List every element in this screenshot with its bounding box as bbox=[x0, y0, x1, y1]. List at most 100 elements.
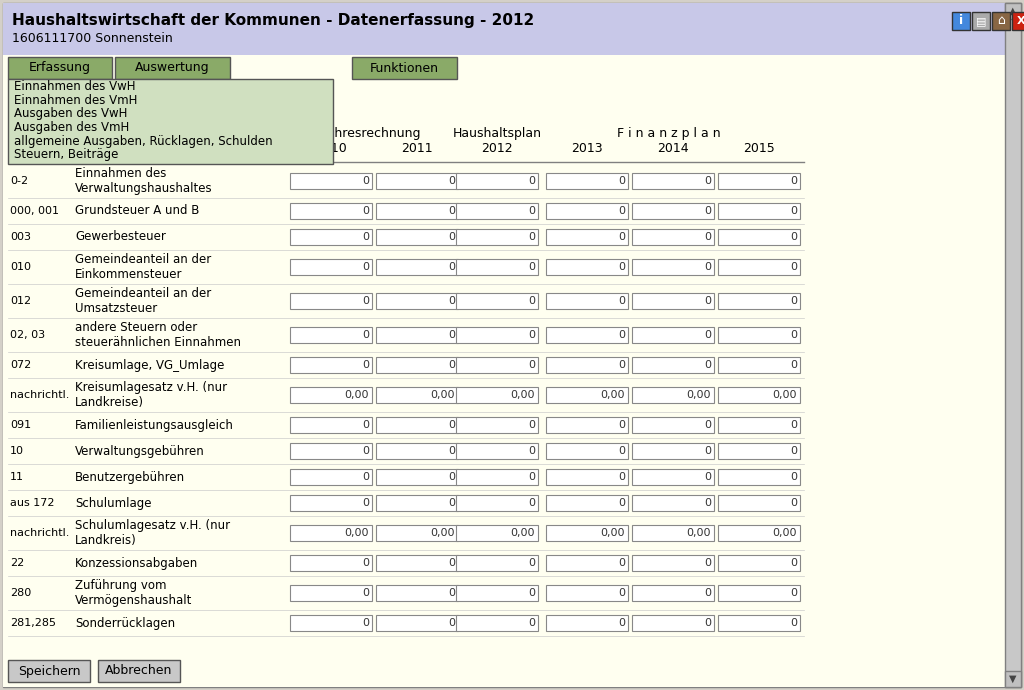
Text: 0: 0 bbox=[362, 446, 369, 456]
Text: 11: 11 bbox=[10, 472, 24, 482]
Text: 0: 0 bbox=[362, 176, 369, 186]
Text: Gewerbesteuer: Gewerbesteuer bbox=[75, 230, 166, 244]
Bar bbox=[376, 443, 458, 459]
Text: 0: 0 bbox=[618, 296, 625, 306]
Text: 2012: 2012 bbox=[481, 143, 513, 155]
Text: 0: 0 bbox=[449, 446, 455, 456]
Text: 0: 0 bbox=[362, 296, 369, 306]
Bar bbox=[546, 203, 628, 219]
Bar bbox=[718, 495, 800, 511]
Text: 0: 0 bbox=[790, 206, 797, 216]
Text: 0: 0 bbox=[362, 618, 369, 628]
Bar bbox=[718, 443, 800, 459]
Bar bbox=[376, 293, 458, 309]
Text: 1606111700 Sonnenstein: 1606111700 Sonnenstein bbox=[12, 32, 173, 44]
Bar bbox=[456, 357, 538, 373]
Bar bbox=[456, 615, 538, 631]
Bar bbox=[352, 57, 457, 79]
Text: 0: 0 bbox=[362, 588, 369, 598]
Text: 003: 003 bbox=[10, 232, 31, 242]
Text: 0: 0 bbox=[449, 176, 455, 186]
Text: Haushaltswirtschaft der Kommunen - Datenerfassung - 2012: Haushaltswirtschaft der Kommunen - Daten… bbox=[12, 12, 535, 28]
Text: 091: 091 bbox=[10, 420, 31, 430]
Text: 0,00: 0,00 bbox=[600, 528, 625, 538]
Text: andere Steuern oder
steuerähnlichen Einnahmen: andere Steuern oder steuerähnlichen Einn… bbox=[75, 321, 241, 349]
Text: 0: 0 bbox=[449, 206, 455, 216]
Text: 0: 0 bbox=[362, 360, 369, 370]
Bar bbox=[290, 615, 372, 631]
Text: 072: 072 bbox=[10, 360, 32, 370]
Bar bbox=[456, 203, 538, 219]
Text: 0: 0 bbox=[618, 262, 625, 272]
Text: 0: 0 bbox=[790, 360, 797, 370]
Text: 0: 0 bbox=[790, 446, 797, 456]
Bar bbox=[1005, 671, 1021, 687]
Text: Jahresrechnung: Jahresrechnung bbox=[324, 128, 421, 141]
Bar bbox=[718, 525, 800, 541]
Text: Abbrechen: Abbrechen bbox=[105, 664, 173, 678]
Text: 0: 0 bbox=[618, 498, 625, 508]
Text: 0: 0 bbox=[449, 420, 455, 430]
Text: 0: 0 bbox=[362, 232, 369, 242]
Bar bbox=[376, 555, 458, 571]
Text: 2011: 2011 bbox=[401, 143, 433, 155]
Text: Familienleistungsausgleich: Familienleistungsausgleich bbox=[75, 419, 233, 431]
Text: 0: 0 bbox=[790, 296, 797, 306]
Bar bbox=[376, 387, 458, 403]
Text: 02, 03: 02, 03 bbox=[10, 330, 45, 340]
Bar bbox=[456, 525, 538, 541]
Text: Einnahmen des VmH: Einnahmen des VmH bbox=[14, 94, 137, 107]
Text: Kreisumlagesatz v.H. (nur
Landkreise): Kreisumlagesatz v.H. (nur Landkreise) bbox=[75, 381, 227, 409]
Bar bbox=[376, 173, 458, 189]
Text: Ausgaben des VmH: Ausgaben des VmH bbox=[14, 121, 129, 134]
Text: 0: 0 bbox=[705, 420, 711, 430]
Bar bbox=[98, 660, 180, 682]
Text: 0: 0 bbox=[790, 232, 797, 242]
Bar bbox=[456, 387, 538, 403]
Bar bbox=[8, 660, 90, 682]
Bar bbox=[546, 443, 628, 459]
Bar bbox=[632, 417, 714, 433]
Text: 0: 0 bbox=[790, 498, 797, 508]
Text: 0: 0 bbox=[705, 446, 711, 456]
Bar bbox=[456, 229, 538, 245]
Text: 0: 0 bbox=[790, 330, 797, 340]
Bar bbox=[546, 555, 628, 571]
Bar bbox=[546, 357, 628, 373]
Text: 0: 0 bbox=[705, 176, 711, 186]
Text: 000, 001: 000, 001 bbox=[10, 206, 59, 216]
Text: 22: 22 bbox=[10, 558, 25, 568]
Bar bbox=[632, 615, 714, 631]
Text: 0: 0 bbox=[528, 558, 535, 568]
Text: Zuführung vom
Vermögenshaushalt: Zuführung vom Vermögenshaushalt bbox=[75, 579, 193, 607]
Text: 0: 0 bbox=[790, 420, 797, 430]
Bar bbox=[718, 203, 800, 219]
Bar bbox=[456, 443, 538, 459]
Bar bbox=[290, 387, 372, 403]
Bar bbox=[376, 495, 458, 511]
Text: 0: 0 bbox=[528, 176, 535, 186]
Text: 0: 0 bbox=[618, 206, 625, 216]
Text: 0: 0 bbox=[528, 588, 535, 598]
Text: nachrichtl.: nachrichtl. bbox=[10, 390, 70, 400]
Bar bbox=[632, 525, 714, 541]
Text: 0: 0 bbox=[705, 330, 711, 340]
Bar bbox=[546, 585, 628, 601]
Text: 0,00: 0,00 bbox=[344, 528, 369, 538]
Bar bbox=[456, 495, 538, 511]
Bar bbox=[546, 495, 628, 511]
Bar bbox=[632, 259, 714, 275]
Bar bbox=[290, 173, 372, 189]
Bar bbox=[952, 12, 970, 30]
Text: 0: 0 bbox=[449, 296, 455, 306]
Text: 0,00: 0,00 bbox=[511, 390, 535, 400]
Text: 0: 0 bbox=[790, 618, 797, 628]
Text: 0: 0 bbox=[362, 420, 369, 430]
Bar bbox=[290, 495, 372, 511]
Text: 0,00: 0,00 bbox=[344, 390, 369, 400]
Bar bbox=[718, 555, 800, 571]
Bar bbox=[456, 585, 538, 601]
Text: 0: 0 bbox=[705, 498, 711, 508]
Bar bbox=[456, 293, 538, 309]
Text: 0: 0 bbox=[449, 360, 455, 370]
